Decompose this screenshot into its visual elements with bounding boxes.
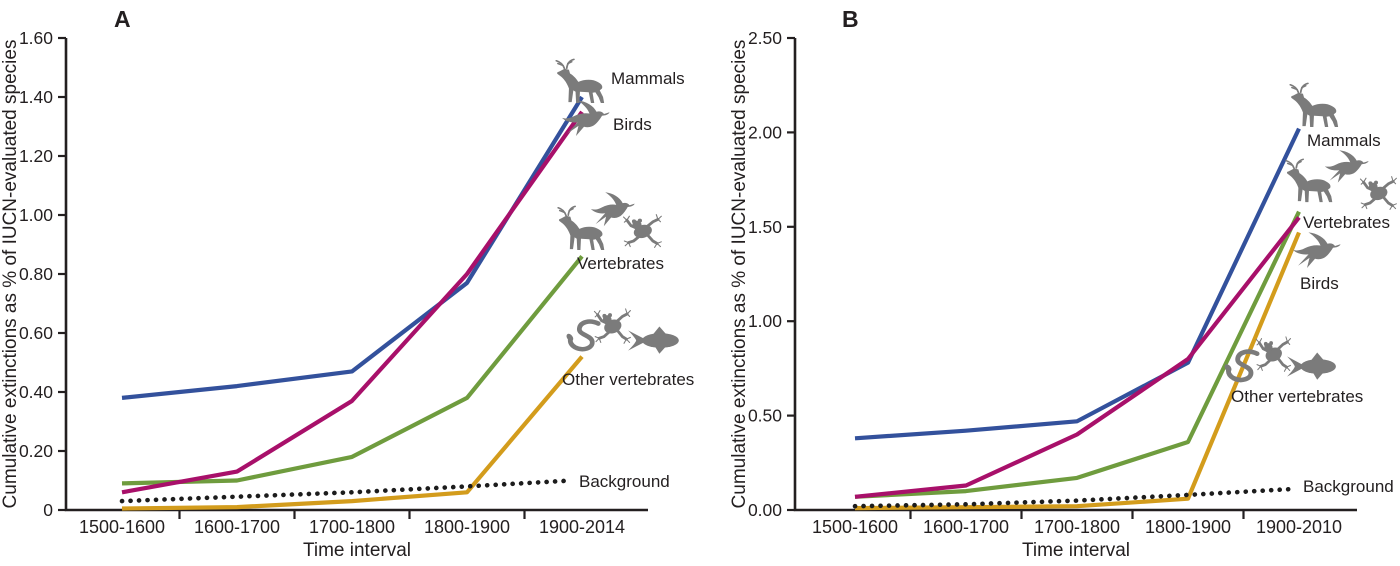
annotation-label: Mammals bbox=[611, 69, 685, 88]
deer-icon bbox=[557, 205, 606, 251]
deer-icon bbox=[1289, 82, 1340, 128]
annotation-mammals: Mammals bbox=[555, 58, 685, 104]
series-line-mammals bbox=[854, 127, 1301, 441]
x-tick-label: 1600-1700 bbox=[923, 517, 1009, 537]
y-tick-label: 1.60 bbox=[19, 28, 53, 48]
y-axis-title: Cumulative extinctions as % of IUCN-eval… bbox=[729, 40, 750, 509]
panel-B: B 0.00 0.50 1.00 1.50 2.00 2.50 1500-1600 1600-1… bbox=[729, 6, 1398, 561]
y-tick-label: 0.00 bbox=[748, 500, 782, 520]
annotation-other-vertebrates: Other vertebrates bbox=[562, 307, 694, 389]
frog-icon bbox=[592, 307, 632, 345]
annotation-background: Background bbox=[579, 472, 670, 491]
annotation-label: Mammals bbox=[1307, 131, 1381, 150]
swallow-icon bbox=[1293, 232, 1341, 268]
annotation-birds: Birds bbox=[1293, 232, 1341, 293]
fish-icon bbox=[628, 326, 679, 354]
snake-icon bbox=[565, 322, 598, 350]
y-tick-label: 2.00 bbox=[748, 122, 782, 142]
annotation-label: Background bbox=[579, 472, 670, 491]
annotation-label: Background bbox=[1303, 477, 1394, 496]
x-axis-title: Time interval bbox=[1022, 540, 1130, 561]
y-tick-label: 1.20 bbox=[19, 146, 53, 166]
series-line-background bbox=[119, 478, 575, 504]
annotation-vertebrates: Vertebrates bbox=[1285, 150, 1398, 232]
series-line-vertebrates bbox=[854, 210, 1301, 499]
series-line-birds bbox=[854, 216, 1301, 499]
x-tick-label: 1900-2010 bbox=[1256, 517, 1342, 537]
x-tick-label: 1600-1700 bbox=[194, 517, 280, 537]
series-line-birds bbox=[121, 110, 584, 495]
annotation-label: Other vertebrates bbox=[1231, 387, 1363, 406]
annotation-birds: Birds bbox=[562, 100, 652, 136]
panel-letter: B bbox=[842, 6, 859, 32]
annotation-label: Vertebrates bbox=[577, 254, 664, 273]
y-tick-label: 1.50 bbox=[748, 217, 782, 237]
annotation-vertebrates: Vertebrates bbox=[557, 192, 664, 273]
axes-frame bbox=[64, 38, 648, 512]
x-tick-label: 1500-1600 bbox=[79, 517, 165, 537]
y-tick-label: 1.00 bbox=[748, 311, 782, 331]
swallow-icon bbox=[1324, 150, 1369, 183]
x-tick-label: 1800-1900 bbox=[1145, 517, 1231, 537]
y-tick-label: 1.40 bbox=[19, 87, 53, 107]
axes-frame bbox=[793, 38, 1357, 512]
series-line-mammals bbox=[121, 95, 584, 400]
x-tick-label: 1700-1800 bbox=[1034, 517, 1120, 537]
frog-icon bbox=[622, 213, 663, 249]
x-tick-label: 1800-1900 bbox=[424, 517, 510, 537]
frog-icon bbox=[1359, 175, 1398, 211]
x-tick-label: 1700-1800 bbox=[309, 517, 395, 537]
panel-letter: A bbox=[114, 6, 131, 32]
y-tick-label: 1.00 bbox=[19, 205, 53, 225]
y-tick-label: 0.20 bbox=[19, 441, 53, 461]
annotation-label: Other vertebrates bbox=[562, 370, 694, 389]
series-line-other-vertebrates bbox=[854, 231, 1301, 511]
y-tick-label: 0 bbox=[43, 500, 53, 520]
panel-A: A 0 0.20 0.40 0.60 0.80 1.00 1.20 1.40 1.60 1500-1… bbox=[0, 6, 694, 561]
annotation-other-vertebrates: Other vertebrates bbox=[1223, 335, 1363, 406]
x-tick-label: 1500-1600 bbox=[812, 517, 898, 537]
y-tick-label: 0.80 bbox=[19, 264, 53, 284]
series-line-vertebrates bbox=[121, 254, 584, 486]
y-axis-title: Cumulative extinctions as % of IUCN-eval… bbox=[0, 40, 21, 509]
annotation-label: Vertebrates bbox=[1303, 213, 1390, 232]
series-line-other-vertebrates bbox=[121, 355, 584, 511]
x-tick-label: 1900-2014 bbox=[539, 517, 625, 537]
x-axis-title: Time interval bbox=[303, 540, 411, 561]
annotation-background: Background bbox=[1303, 477, 1394, 496]
y-tick-label: 2.50 bbox=[748, 28, 782, 48]
deer-icon bbox=[1285, 158, 1334, 203]
annotation-mammals: Mammals bbox=[1289, 82, 1381, 150]
series-line-background bbox=[852, 486, 1292, 509]
frog-icon bbox=[1254, 335, 1292, 373]
y-tick-label: 0.40 bbox=[19, 382, 53, 402]
y-tick-label: 0.60 bbox=[19, 323, 53, 343]
fish-icon bbox=[1287, 352, 1336, 380]
y-tick-label: 0.50 bbox=[748, 406, 782, 426]
annotation-label: Birds bbox=[1300, 274, 1339, 293]
annotation-label: Birds bbox=[613, 115, 652, 134]
